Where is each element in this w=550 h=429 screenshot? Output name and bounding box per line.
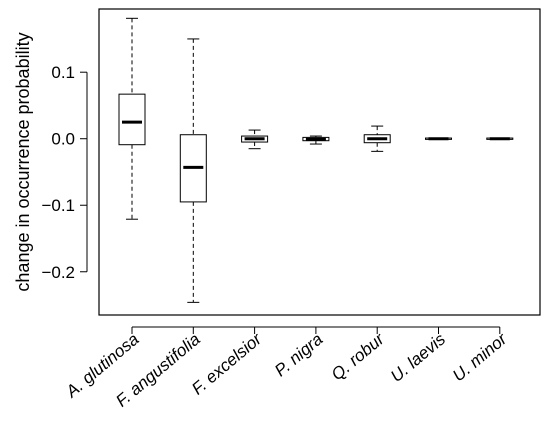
y-tick-label: −0.1	[41, 196, 75, 215]
x-tick-label: P. nigra	[271, 330, 326, 381]
box-item	[302, 135, 330, 145]
box-item	[179, 38, 207, 303]
x-tick-label: Q. robur	[328, 329, 389, 384]
box-item	[241, 129, 269, 150]
y-tick-label: 0.0	[51, 130, 75, 149]
box-item	[118, 17, 146, 220]
box-series	[118, 17, 514, 303]
y-tick-label: 0.1	[51, 63, 75, 82]
y-axis-label: change in occurrence probability	[13, 32, 33, 291]
y-tick-label: −0.2	[41, 263, 75, 282]
box-item	[425, 137, 452, 141]
x-tick-label: U. laevis	[387, 329, 450, 386]
box-item	[486, 137, 514, 141]
x-tick-label: U. minor	[449, 329, 511, 386]
box-iqr	[118, 93, 146, 146]
y-axis: 0.1 0.0 −0.1 −0.2	[41, 63, 88, 282]
box-item	[363, 125, 391, 152]
plot-frame	[98, 8, 541, 316]
x-tick-label: F. excelsior	[188, 329, 266, 399]
